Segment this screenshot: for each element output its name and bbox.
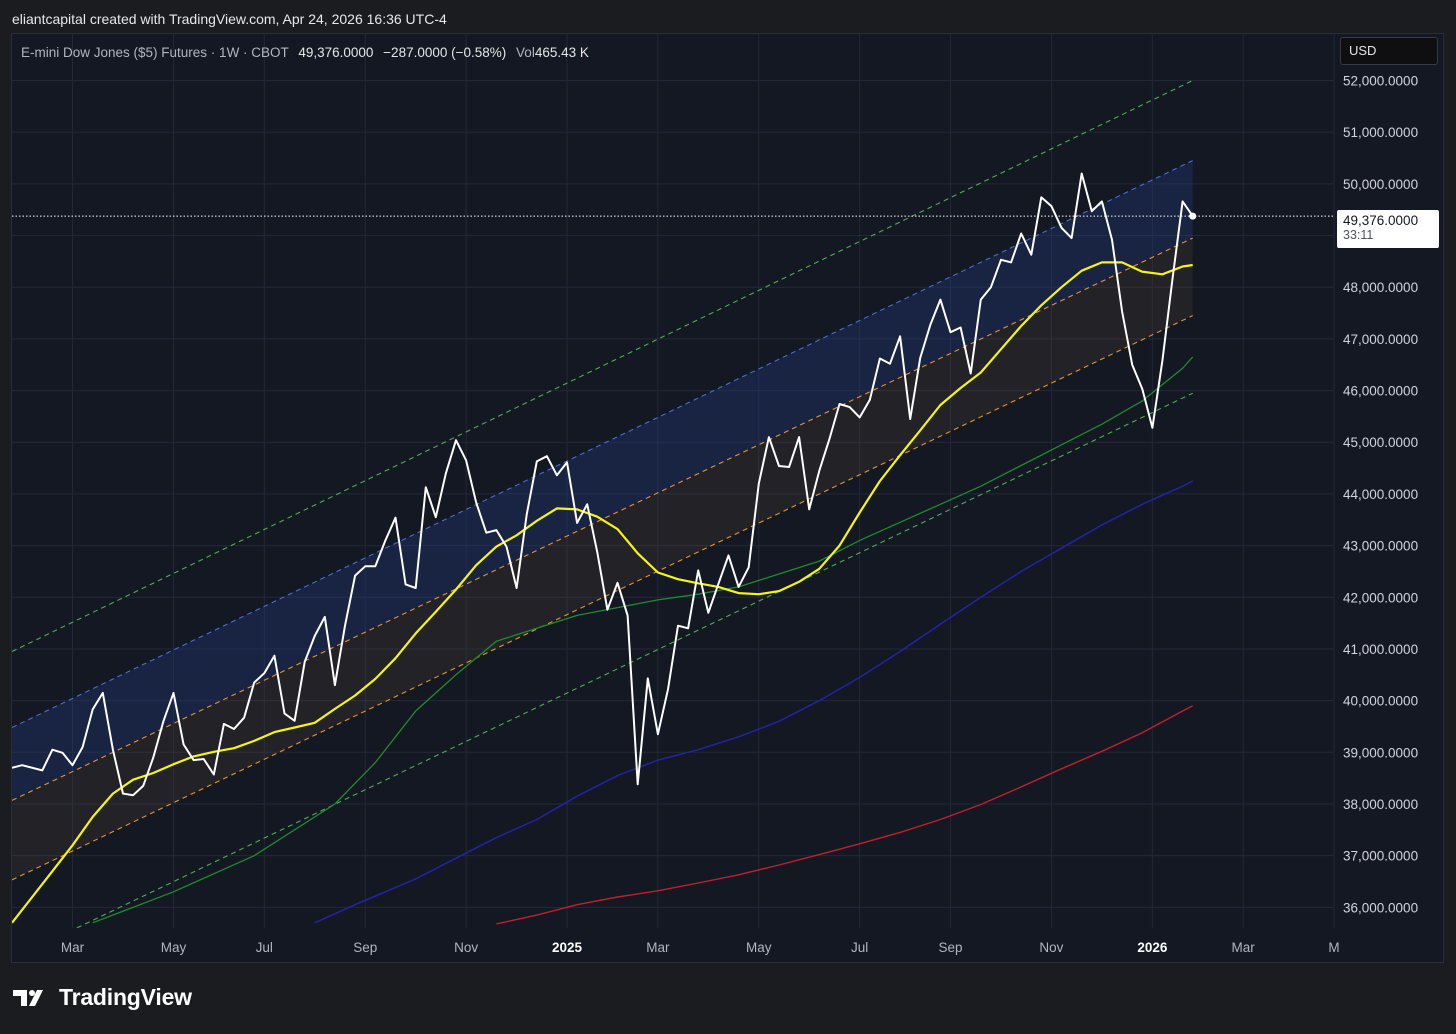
time-tick-label: Jul: [256, 940, 273, 955]
moving-averages: [12, 261, 1194, 925]
channel-upper-outer-line: [12, 80, 1193, 652]
channel-lower-outer-line: [75, 392, 1193, 928]
price-tick-label: 42,000.0000: [1343, 590, 1418, 605]
time-tick-label: Sep: [939, 940, 963, 955]
ma-mid-line: [92, 356, 1194, 924]
symbol-legend[interactable]: E-mini Dow Jones ($5) Futures · 1W · CBO…: [21, 45, 589, 60]
price-tick-label: 41,000.0000: [1343, 642, 1418, 657]
time-tick-label: Nov: [454, 940, 478, 955]
attribution-text: eliantcapital created with TradingView.c…: [12, 11, 447, 27]
price-tick-label: 43,000.0000: [1343, 539, 1418, 554]
regression-channel: [12, 80, 1193, 928]
time-tick-label: Sep: [353, 940, 377, 955]
ma-200-line: [496, 705, 1194, 925]
channel-upper-fill: [12, 160, 1193, 801]
symbol-name: E-mini Dow Jones ($5) Futures · 1W · CBO…: [21, 45, 289, 60]
price-tick-label: 52,000.0000: [1343, 74, 1418, 89]
time-tick-label: May: [161, 940, 187, 955]
channel-mid-line: [12, 237, 1193, 801]
last-price-dot: [1189, 212, 1197, 220]
time-tick-label: 2025: [552, 940, 583, 955]
volume-value: 465.43 K: [534, 45, 589, 60]
price-line: [12, 172, 1194, 797]
chart-frame[interactable]: [11, 33, 1444, 963]
price-tick-label: 39,000.0000: [1343, 745, 1418, 760]
price-tick-label: 37,000.0000: [1343, 849, 1418, 864]
price-tick-label: 51,000.0000: [1343, 125, 1418, 140]
price-tick-label: 46,000.0000: [1343, 384, 1418, 399]
last-price: 49,376.0000: [298, 45, 374, 60]
price-tick-label: 40,000.0000: [1343, 694, 1418, 709]
brand-name: TradingView: [59, 984, 192, 1010]
price-tick-label: 38,000.0000: [1343, 797, 1418, 812]
price-tick-label: 36,000.0000: [1343, 900, 1418, 915]
tradingview-logo-icon: [13, 989, 43, 1006]
time-tick-label: M: [1328, 940, 1339, 955]
volume-label: Vol: [516, 45, 535, 60]
time-tick-label: Mar: [61, 940, 85, 955]
channel-lower-line: [12, 315, 1193, 881]
price-tick-label: 47,000.0000: [1343, 332, 1418, 347]
ma-long-line: [314, 480, 1194, 924]
time-axis[interactable]: Mar May Jul Sep Nov 2025 Mar May Jul Sep Nov 2026 Ma…: [61, 940, 1340, 955]
time-tick-label: 2026: [1137, 940, 1168, 955]
ma-short-line: [12, 261, 1193, 924]
time-tick-label: Nov: [1039, 940, 1063, 955]
time-tick-label: May: [746, 940, 772, 955]
price-tick-label: 50,000.0000: [1343, 177, 1418, 192]
price-tick-label: 48,000.0000: [1343, 280, 1418, 295]
time-tick-label: Mar: [646, 940, 670, 955]
currency-selector[interactable]: USD: [1340, 37, 1438, 65]
time-tick-label: Mar: [1232, 940, 1256, 955]
price-tick-label: 45,000.0000: [1343, 435, 1418, 450]
current-price-tag: 49,376.0000 33:11: [1337, 210, 1439, 248]
price-change: −287.0000 (−0.58%): [383, 45, 507, 60]
time-tick-label: Jul: [851, 940, 868, 955]
price-tick-label: 44,000.0000: [1343, 487, 1418, 502]
current-price-value: 49,376.0000: [1343, 213, 1419, 228]
tradingview-brand[interactable]: TradingView: [13, 984, 192, 1011]
channel-upper-line: [12, 160, 1193, 728]
bar-countdown: 33:11: [1343, 228, 1374, 242]
channel-lower-fill: [12, 238, 1193, 880]
price-axis[interactable]: 36,000.0000 37,000.0000 38,000.0000 39,000.…: [1343, 74, 1418, 916]
price-series: [12, 172, 1334, 797]
